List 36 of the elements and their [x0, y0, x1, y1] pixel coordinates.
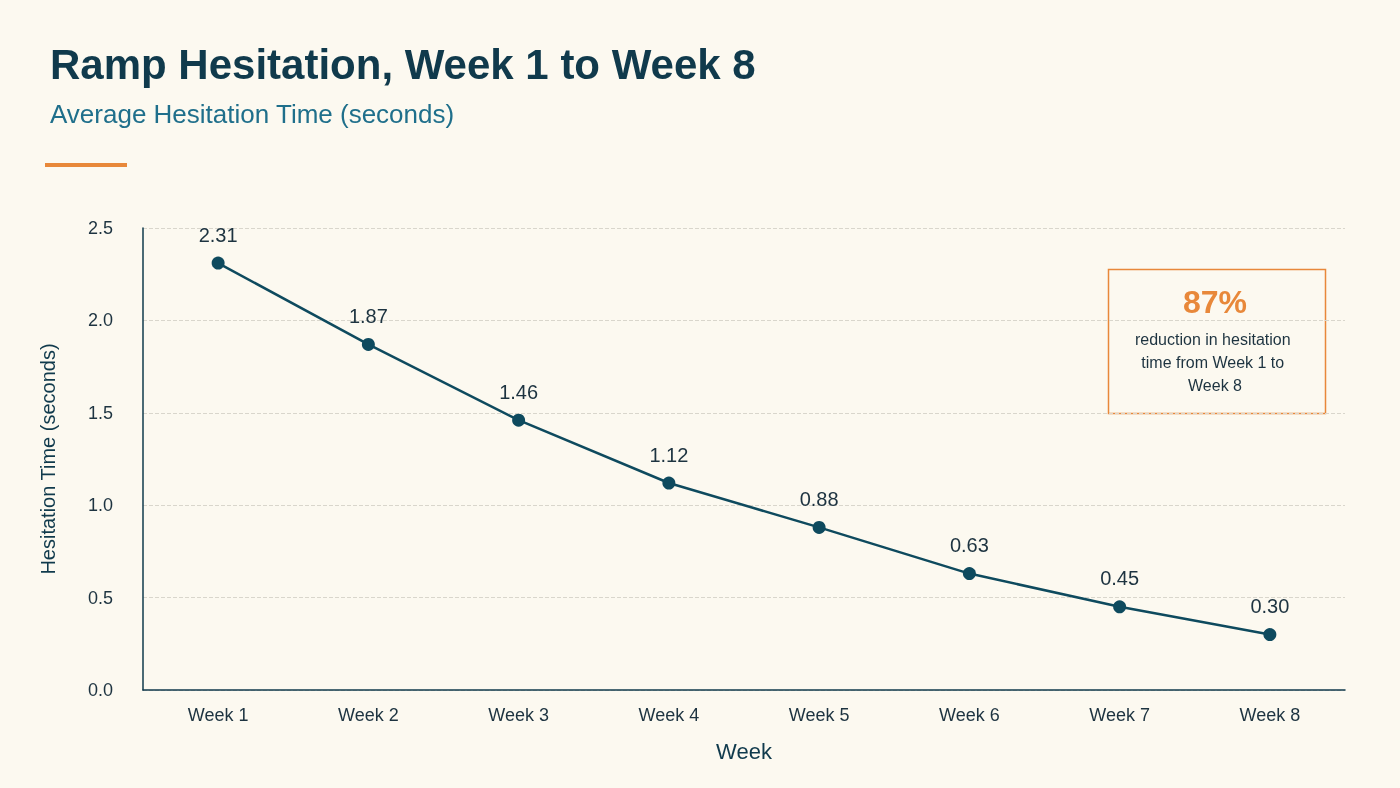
point: [512, 413, 526, 427]
y-axis-title: Hesitation Time (seconds): [37, 343, 59, 575]
data-label: 0.63: [949, 534, 989, 557]
data-label: 1.12: [649, 443, 689, 466]
data-label: 1.87: [348, 304, 388, 327]
data-label: 0.88: [799, 487, 839, 510]
y-tick-label: 0.0: [87, 680, 113, 700]
x-tick-label: Week 5: [788, 705, 850, 725]
y-tick-label: 2.0: [87, 310, 113, 331]
data-label: 1.46: [499, 380, 539, 403]
point: [662, 476, 676, 490]
data-label: 2.31: [198, 223, 238, 246]
y-tick-label: 2.5: [87, 218, 113, 238]
chart-title: Ramp Hesitation, Week 1 to Week 8: [50, 40, 756, 88]
x-axis-title: Week: [716, 738, 773, 764]
x-tick-label: Week 6: [939, 705, 1000, 725]
x-tick-label: Week 3: [488, 705, 549, 725]
y-tick-label: 1.5: [87, 402, 113, 423]
point: [962, 567, 976, 581]
point: [361, 337, 375, 351]
data-label: 0.30: [1250, 595, 1290, 618]
y-tick-label: 1.0: [87, 495, 113, 516]
x-tick-label: Week 8: [1239, 705, 1301, 725]
x-tick-label: Week 7: [1089, 705, 1150, 725]
annotation: 87%: [1182, 284, 1248, 320]
y-tick-label: 0.5: [87, 587, 113, 608]
point: [1113, 600, 1127, 614]
point: [1263, 628, 1277, 642]
annotation: reduction in hesitation time from Week 1 to Week 8: [1134, 331, 1296, 394]
data-label: 0.45: [1100, 567, 1140, 590]
point: [211, 256, 225, 270]
x-tick-label: Week 4: [638, 705, 700, 725]
x-tick-label: Week 1: [187, 705, 249, 725]
point: [812, 520, 826, 534]
x-tick-label: Week 2: [338, 705, 399, 725]
chart-subtitle: Average Hesitation Time (seconds): [50, 99, 455, 129]
